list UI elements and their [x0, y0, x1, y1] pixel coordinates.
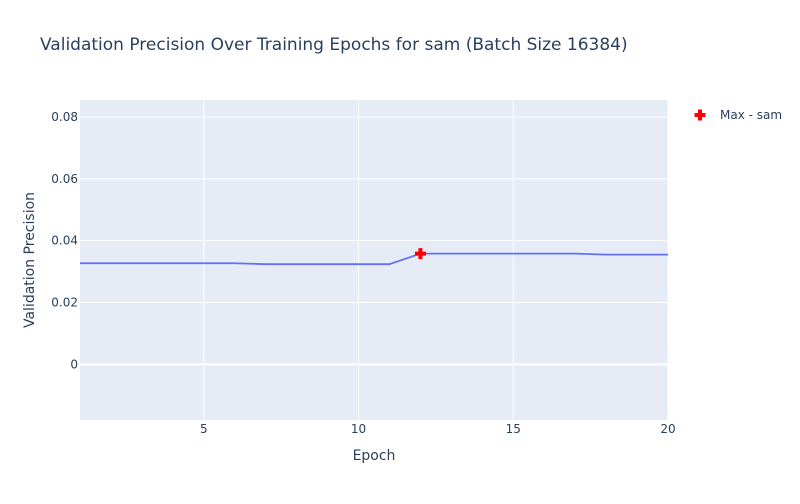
grid-lines [80, 100, 669, 420]
x-tick-label: 15 [506, 422, 521, 436]
y-axis-label: Validation Precision [22, 192, 38, 328]
marker-group [414, 248, 426, 260]
series-group [80, 252, 668, 266]
x-axis-ticks: 5 10 15 20 [200, 422, 676, 436]
y-tick-label: 0.06 [51, 172, 78, 186]
series-line [80, 252, 668, 266]
y-tick-label: 0.02 [51, 296, 78, 310]
plot-area [80, 100, 668, 420]
legend[interactable]: Max - sam [694, 108, 783, 122]
y-axis-ticks: 0 0.02 0.04 0.06 0.08 [51, 110, 78, 371]
y-tick-label: 0 [70, 357, 78, 371]
x-tick-label: 10 [351, 422, 366, 436]
legend-cross-icon [694, 109, 706, 121]
x-axis-label: Epoch [353, 448, 396, 464]
y-tick-label: 0.08 [51, 110, 78, 124]
max-marker [414, 248, 426, 260]
x-tick-label: 5 [200, 422, 208, 436]
x-tick-label: 20 [660, 422, 675, 436]
chart-title: Validation Precision Over Training Epoch… [40, 35, 628, 55]
legend-item-max-sam[interactable]: Max - sam [694, 108, 783, 122]
legend-label: Max - sam [720, 108, 782, 122]
y-tick-label: 0.04 [51, 234, 78, 248]
